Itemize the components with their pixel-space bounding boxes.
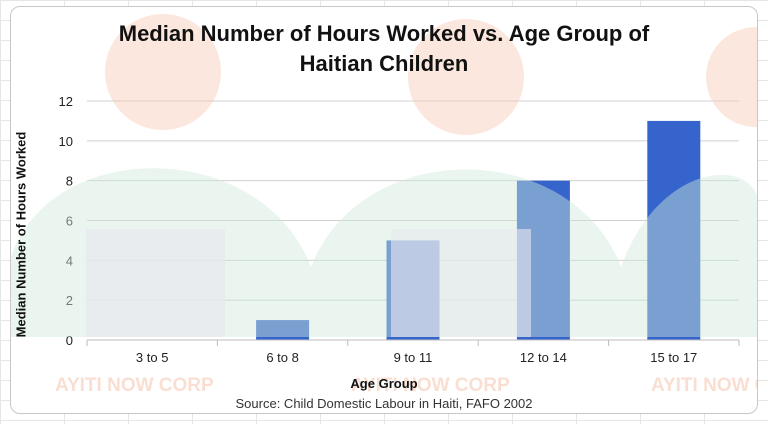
x-tick-label-4: 15 to 17 — [650, 350, 697, 365]
chart-title-line-2: Haitian Children — [299, 51, 469, 76]
bar-1[interactable] — [256, 320, 310, 340]
y-tick-label-1: 2 — [66, 293, 73, 308]
x-tick-label-0: 3 to 5 — [136, 350, 169, 365]
x-axis-label: Age Group — [350, 376, 418, 391]
y-tick-label-0: 0 — [66, 333, 73, 348]
source-note: Source: Child Domestic Labour in Haiti, … — [235, 396, 533, 411]
y-tick-label-2: 4 — [66, 253, 73, 268]
y-axis-label: Median Number of Hours Worked — [13, 131, 29, 338]
x-tick-label-1: 6 to 8 — [266, 350, 299, 365]
bar-3[interactable] — [516, 180, 570, 340]
bar-4[interactable] — [647, 120, 701, 341]
y-tick-label-4: 8 — [66, 174, 73, 189]
chart-title-line-1: Median Number of Hours Worked vs. Age Gr… — [118, 21, 650, 46]
y-tick-label-6: 12 — [59, 94, 73, 109]
y-tick-label-3: 6 — [66, 214, 73, 229]
chart-frame[interactable]: AYITI NOW CORP AYITI NOW CORP AYITI NOW … — [10, 6, 758, 414]
bars — [256, 120, 701, 341]
chart-title: Median Number of Hours Worked vs. Age Gr… — [11, 19, 757, 79]
bar-2[interactable] — [386, 240, 440, 340]
axes: 0 2 4 6 8 10 12 3 to 5 6 to 8 9 to 11 12 to 14 15 t… — [59, 94, 740, 365]
x-tick-label-2: 9 to 11 — [394, 350, 433, 365]
y-tick-label-5: 10 — [59, 134, 73, 149]
x-tick-label-3: 12 to 14 — [520, 350, 567, 365]
